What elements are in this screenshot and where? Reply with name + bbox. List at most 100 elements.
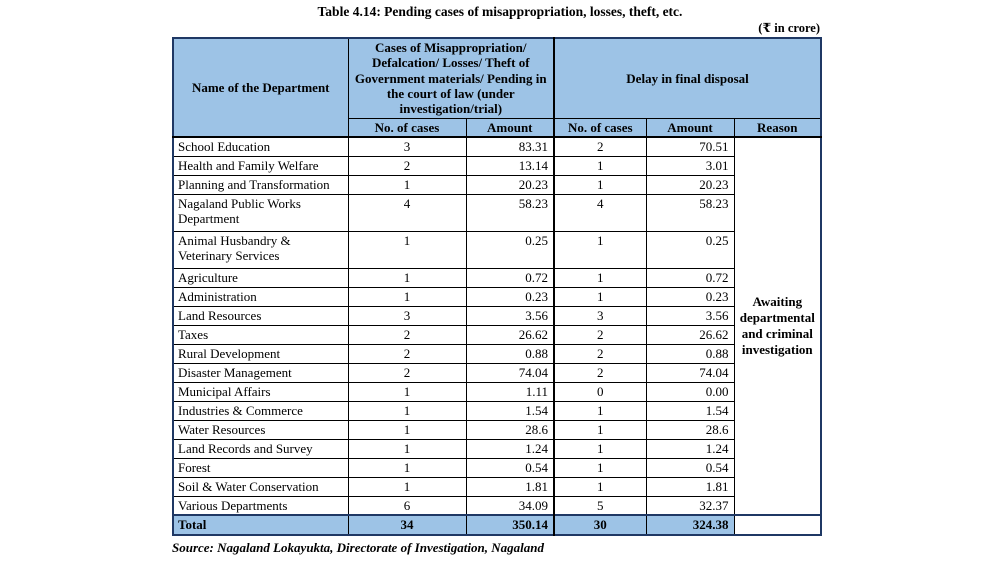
delay-cases-count-cell: 1 — [553, 267, 647, 288]
department-cell: Industries & Commerce — [172, 400, 349, 421]
department-cell: Health and Family Welfare — [172, 155, 349, 176]
header-delay-amount: Amount — [645, 117, 735, 139]
total-label-cell: Total — [172, 514, 349, 536]
table-row: Health and Family Welfare 2 13.14 1 3.01 — [172, 155, 821, 176]
cases-count-cell: 2 — [347, 362, 467, 383]
delay-cases-count-cell: 2 — [553, 362, 647, 383]
department-cell: Various Departments — [172, 495, 349, 516]
amount-cell: 34.09 — [465, 495, 555, 516]
amount-cell: 0.72 — [465, 267, 555, 288]
department-cell: Municipal Affairs — [172, 381, 349, 402]
delay-cases-count-cell: 1 — [553, 400, 647, 421]
delay-cases-count-cell: 2 — [553, 136, 647, 157]
delay-amount-cell: 3.56 — [645, 305, 735, 326]
table-row: Forest 1 0.54 1 0.54 — [172, 457, 821, 478]
department-cell: Land Records and Survey — [172, 438, 349, 459]
table-row: Rural Development 2 0.88 2 0.88 — [172, 343, 821, 364]
delay-amount-cell: 1.81 — [645, 476, 735, 497]
amount-cell: 1.11 — [465, 381, 555, 402]
delay-cases-count-cell: 1 — [553, 174, 647, 195]
delay-amount-cell: 58.23 — [645, 193, 735, 232]
table-body: School Education 3 83.31 2 70.51 Awaiting dep… — [172, 136, 822, 536]
department-cell: Disaster Management — [172, 362, 349, 383]
delay-cases-count-cell: 2 — [553, 324, 647, 345]
amount-cell: 20.23 — [465, 174, 555, 195]
delay-amount-cell: 0.00 — [645, 381, 735, 402]
cases-count-cell: 1 — [347, 230, 467, 269]
amount-cell: 0.54 — [465, 457, 555, 478]
cases-count-cell: 1 — [347, 267, 467, 288]
delay-amount-cell: 32.37 — [645, 495, 735, 516]
delay-amount-cell: 0.54 — [645, 457, 735, 478]
total-delay-amount-cell: 324.38 — [645, 514, 735, 536]
table-header: Name of the Department Cases of Misappro… — [172, 37, 822, 139]
table-row: Land Resources 3 3.56 3 3.56 — [172, 305, 821, 326]
cases-count-cell: 3 — [347, 305, 467, 326]
header-reason: Reason — [733, 117, 822, 139]
cases-count-cell: 3 — [347, 136, 467, 157]
table-title: Table 4.14: Pending cases of misappropri… — [317, 4, 683, 19]
cases-count-cell: 2 — [347, 324, 467, 345]
department-cell: Animal Husbandry & Veterinary Services — [172, 230, 349, 269]
amount-cell: 26.62 — [465, 324, 555, 345]
cases-count-cell: 1 — [347, 174, 467, 195]
total-amount-cell: 350.14 — [465, 514, 555, 536]
department-cell: School Education — [172, 136, 349, 157]
amount-cell: 1.54 — [465, 400, 555, 421]
total-cases-cell: 34 — [347, 514, 467, 536]
reason-cell: Awaiting departmental and criminal inves… — [733, 136, 822, 516]
delay-cases-count-cell: 1 — [553, 419, 647, 440]
header-no-of-cases: No. of cases — [347, 117, 467, 139]
header-group-delay: Delay in final disposal — [553, 37, 822, 119]
cases-count-cell: 2 — [347, 155, 467, 176]
cases-count-cell: 6 — [347, 495, 467, 516]
delay-amount-cell: 0.23 — [645, 286, 735, 307]
table-container: (₹ in crore) Name of the Department Case… — [172, 20, 823, 537]
total-delay-cases-cell: 30 — [553, 514, 647, 536]
amount-cell: 1.81 — [465, 476, 555, 497]
delay-cases-count-cell: 2 — [553, 343, 647, 364]
delay-cases-count-cell: 1 — [553, 476, 647, 497]
delay-cases-count-cell: 5 — [553, 495, 647, 516]
table-row: Nagaland Public Works Department 4 58.23 4 5… — [172, 193, 821, 232]
delay-cases-count-cell: 1 — [553, 155, 647, 176]
total-reason-empty-cell — [733, 514, 822, 536]
department-cell: Water Resources — [172, 419, 349, 440]
table-row: Soil & Water Conservation 1 1.81 1 1.81 — [172, 476, 821, 497]
header-group-misappropriation: Cases of Misappropriation/ Defalcation/ … — [347, 37, 555, 119]
table-row: School Education 3 83.31 2 70.51 Awaiting dep… — [172, 136, 822, 516]
header-delay-no-of-cases: No. of cases — [553, 117, 647, 139]
department-cell: Administration — [172, 286, 349, 307]
department-cell: Soil & Water Conservation — [172, 476, 349, 497]
delay-amount-cell: 3.01 — [645, 155, 735, 176]
delay-cases-count-cell: 1 — [553, 438, 647, 459]
table-row: Agriculture 1 0.72 1 0.72 — [172, 267, 821, 288]
delay-cases-count-cell: 1 — [553, 230, 647, 269]
cases-count-cell: 1 — [347, 381, 467, 402]
table-row: Water Resources 1 28.6 1 28.6 — [172, 419, 821, 440]
table-row: Planning and Transformation 1 20.23 1 20.23 — [172, 174, 821, 195]
cases-count-cell: 1 — [347, 286, 467, 307]
cases-count-cell: 1 — [347, 457, 467, 478]
table-total-row: Total 34 350.14 30 324.38 — [172, 514, 822, 536]
cases-count-cell: 1 — [347, 476, 467, 497]
header-sub-row: No. of cases Amount No. of cases Amount … — [173, 117, 822, 139]
delay-amount-cell: 74.04 — [645, 362, 735, 383]
delay-amount-cell: 70.51 — [645, 136, 735, 157]
delay-cases-count-cell: 3 — [553, 305, 647, 326]
amount-cell: 3.56 — [465, 305, 555, 326]
header-department: Name of the Department — [172, 37, 349, 139]
pending-cases-table: Name of the Department Cases of Misappro… — [172, 37, 823, 537]
amount-cell: 0.88 — [465, 343, 555, 364]
cases-count-cell: 1 — [347, 438, 467, 459]
table-row: Animal Husbandry & Veterinary Services 1 0… — [172, 230, 821, 269]
delay-amount-cell: 1.24 — [645, 438, 735, 459]
cases-count-cell: 2 — [347, 343, 467, 364]
department-cell: Land Resources — [172, 305, 349, 326]
table-row: Taxes 2 26.62 2 26.62 — [172, 324, 821, 345]
amount-cell: 1.24 — [465, 438, 555, 459]
delay-amount-cell: 0.72 — [645, 267, 735, 288]
cases-count-cell: 1 — [347, 419, 467, 440]
amount-cell: 28.6 — [465, 419, 555, 440]
